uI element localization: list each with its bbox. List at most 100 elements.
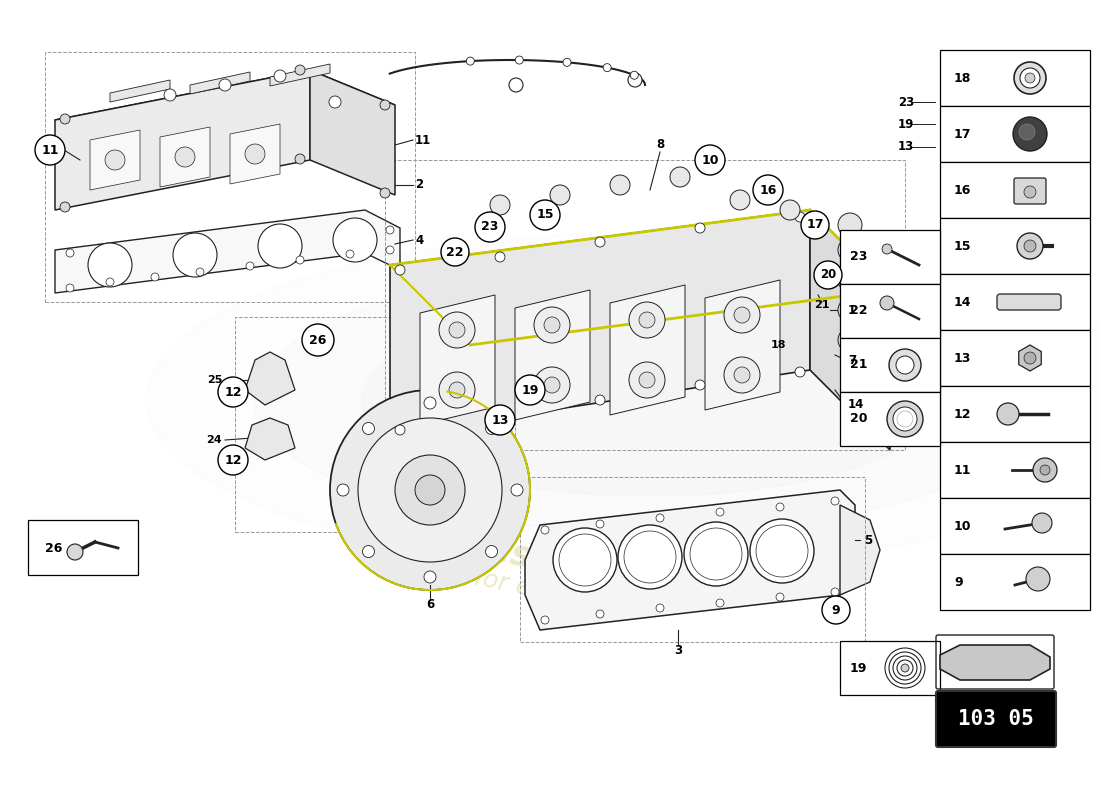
Circle shape [730,190,750,210]
Circle shape [639,312,654,328]
Circle shape [830,497,839,505]
Text: 13: 13 [492,414,508,426]
Circle shape [610,175,630,195]
Polygon shape [90,130,140,190]
Text: 23: 23 [482,221,498,234]
Text: 7: 7 [848,354,856,366]
Circle shape [563,58,571,66]
Polygon shape [160,127,210,187]
Bar [840,284,940,338]
Circle shape [1040,465,1050,475]
Circle shape [245,144,265,164]
Circle shape [656,604,664,612]
Circle shape [175,147,195,167]
Text: 5: 5 [864,534,872,546]
Text: 16: 16 [954,183,971,197]
Polygon shape [1019,345,1042,371]
Polygon shape [55,70,310,210]
Circle shape [596,610,604,618]
Circle shape [776,593,784,601]
Text: 10: 10 [702,154,718,166]
Circle shape [379,100,390,110]
Circle shape [395,265,405,275]
Text: 25: 25 [207,375,222,385]
Circle shape [485,422,497,434]
Circle shape [724,297,760,333]
Circle shape [695,223,705,233]
Polygon shape [245,352,295,405]
Circle shape [495,410,505,420]
Polygon shape [525,490,855,630]
Circle shape [889,349,921,381]
Bar [940,330,1090,386]
Bar [520,477,865,642]
Circle shape [893,407,917,431]
Circle shape [639,372,654,388]
Polygon shape [840,505,880,595]
Text: 8: 8 [656,138,664,151]
Circle shape [838,238,862,262]
Text: 19: 19 [850,662,868,674]
Circle shape [530,200,560,230]
Circle shape [830,588,839,596]
Text: 3: 3 [674,643,682,657]
Bar [940,442,1090,498]
Circle shape [754,175,783,205]
Circle shape [838,268,862,292]
Circle shape [1014,62,1046,94]
Circle shape [734,367,750,383]
Bar [45,52,415,302]
Bar [940,162,1090,218]
Circle shape [218,377,248,407]
Polygon shape [245,418,295,460]
Circle shape [106,278,114,286]
Text: 12: 12 [224,386,242,398]
Circle shape [901,664,909,672]
Circle shape [822,596,850,624]
Text: 19: 19 [521,383,539,397]
Bar [840,392,940,446]
Circle shape [656,514,664,522]
Text: 19: 19 [898,118,914,130]
Circle shape [395,425,405,435]
Circle shape [544,377,560,393]
Circle shape [1026,567,1050,591]
Polygon shape [190,72,250,94]
Circle shape [780,200,800,220]
Text: 13: 13 [898,141,914,154]
Circle shape [60,202,70,212]
Circle shape [629,302,666,338]
Polygon shape [55,210,400,293]
Circle shape [333,218,377,262]
Circle shape [295,65,305,75]
Circle shape [164,89,176,101]
Circle shape [880,296,894,310]
Polygon shape [110,80,170,102]
Text: 22: 22 [447,246,464,258]
Text: 13: 13 [954,351,971,365]
Circle shape [329,96,341,108]
Circle shape [35,135,65,165]
Circle shape [424,571,436,583]
Circle shape [358,418,502,562]
Circle shape [596,520,604,528]
Polygon shape [230,124,280,184]
Circle shape [515,375,544,405]
Text: 11: 11 [415,134,431,146]
Circle shape [439,312,475,348]
Circle shape [1025,73,1035,83]
Circle shape [424,397,436,409]
Bar [940,106,1090,162]
Circle shape [1024,352,1036,364]
Circle shape [296,256,304,264]
Text: 21: 21 [814,300,829,310]
Polygon shape [310,70,395,195]
Circle shape [534,307,570,343]
Circle shape [515,56,524,64]
Circle shape [379,188,390,198]
Polygon shape [940,645,1050,680]
Text: 11: 11 [954,463,971,477]
Circle shape [1018,233,1043,259]
Text: 4: 4 [415,234,424,246]
Circle shape [1033,458,1057,482]
